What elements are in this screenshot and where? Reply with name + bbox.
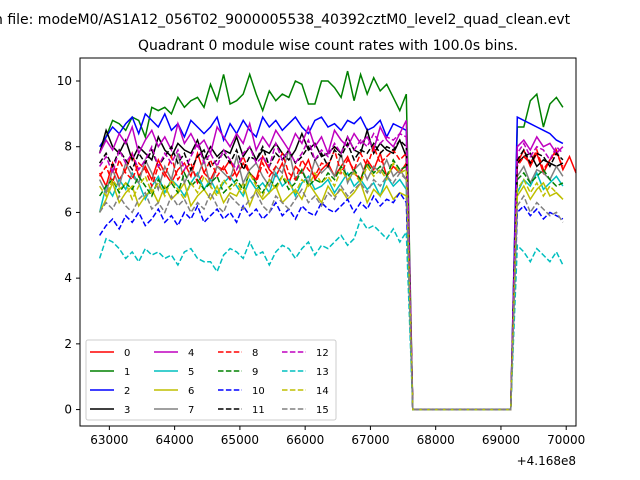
x-tick-label: 69000: [482, 433, 520, 447]
legend-label-10: 10: [252, 386, 265, 397]
figure-suptitle: n file: modeM0/AS1A12_056T02_9000005538_…: [0, 12, 571, 28]
plot-frame: [79, 57, 577, 427]
series-line-15: [98, 171, 564, 411]
x-tick-label: 65000: [221, 433, 259, 447]
legend-label-12: 12: [316, 348, 329, 359]
legend-label-9: 9: [252, 367, 258, 378]
x-tick-label: 68000: [417, 433, 455, 447]
x-tick-label: 70000: [547, 433, 585, 447]
legend-label-4: 4: [188, 348, 194, 359]
series-line-9: [98, 158, 564, 411]
legend-frame: [85, 339, 337, 421]
x-tick-label: 64000: [156, 433, 194, 447]
y-tick-label: 4: [64, 271, 72, 285]
legend-label-14: 14: [316, 386, 329, 397]
legend-label-3: 3: [124, 405, 130, 416]
legend-label-2: 2: [124, 386, 130, 397]
y-axis: 0 2 4 6 8 10: [57, 74, 80, 417]
legend-label-7: 7: [188, 405, 194, 416]
x-tick-label: 66000: [286, 433, 324, 447]
y-tick-label: 6: [64, 205, 72, 219]
legend-label-11: 11: [252, 405, 265, 416]
x-tick-label: 67000: [351, 433, 389, 447]
x-tick-label: 63000: [90, 433, 128, 447]
y-tick-label: 8: [64, 140, 72, 154]
legend-label-15: 15: [316, 405, 329, 416]
x-offset-text: +4.168e8: [517, 454, 576, 468]
legend-label-6: 6: [188, 386, 194, 397]
legend-label-1: 1: [124, 367, 130, 378]
legend-label-8: 8: [252, 348, 258, 359]
y-tick-label: 10: [57, 74, 72, 88]
legend-label-0: 0: [124, 348, 130, 359]
legend-label-13: 13: [316, 367, 329, 378]
chart-title: Quadrant 0 module wise count rates with …: [138, 38, 518, 54]
y-tick-label: 2: [64, 337, 72, 351]
x-axis: 63000 64000 65000 66000 67000 68000 69000 70000: [90, 426, 585, 447]
legend-label-5: 5: [188, 367, 194, 378]
y-tick-label: 0: [64, 403, 72, 417]
plot-lines: [98, 70, 577, 411]
